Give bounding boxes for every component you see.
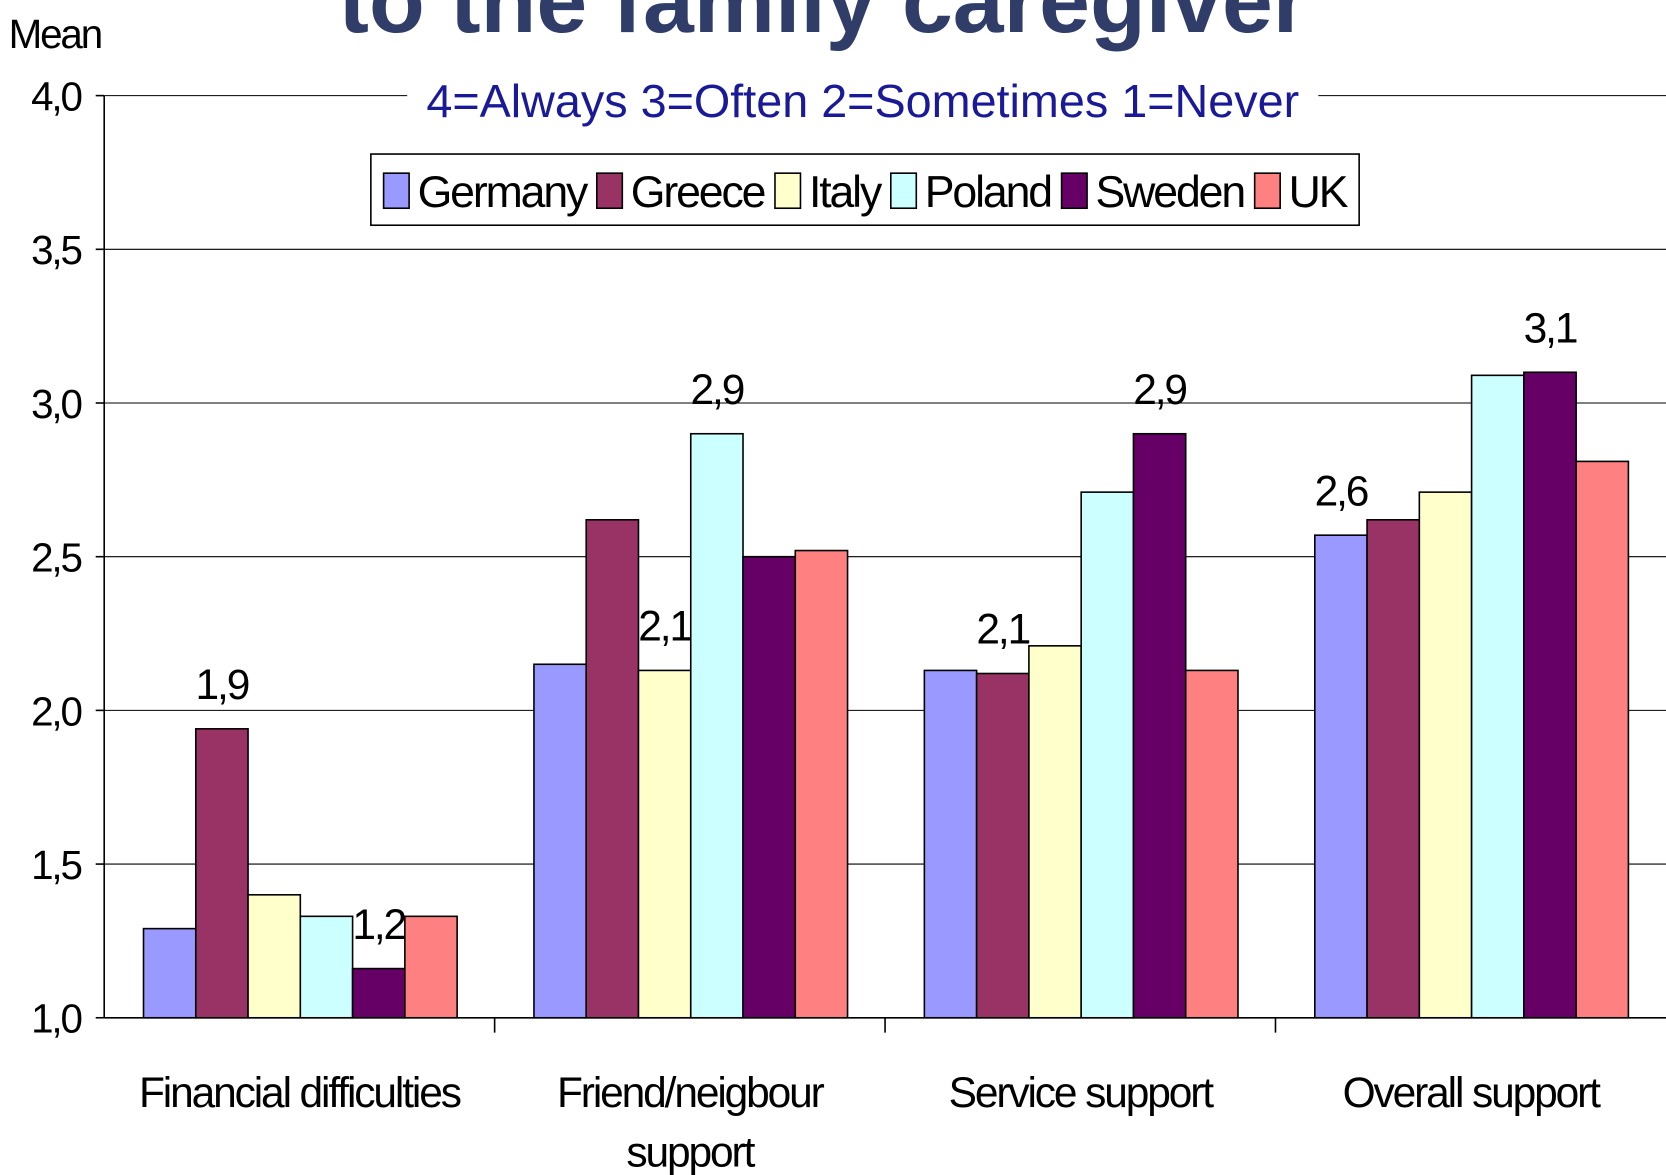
legend-label: UK [1289,168,1349,217]
bar [247,894,302,1019]
bar [142,927,197,1019]
legend-label: Greece [631,168,765,217]
legend-swatch [890,172,918,210]
bar [923,669,978,1019]
bar [1366,519,1421,1019]
legend-label: Italy [809,168,883,217]
bar [404,915,458,1019]
bar [585,519,640,1019]
legend-swatch [1060,172,1088,210]
value-label: 2,9 [691,367,744,414]
bar [637,669,692,1019]
bar [689,432,744,1019]
y-tick-label: 3,5 [31,227,81,273]
y-tick-label: 1,5 [31,842,81,888]
legend-swatch [774,172,802,210]
bar [194,728,249,1019]
y-tick-label: 3,0 [31,381,81,427]
legend-box [370,153,1360,227]
bar [533,663,588,1019]
bar [794,549,849,1019]
y-tick-label: 2,5 [31,535,81,581]
legend-swatch [596,172,624,210]
value-label: 2,9 [1133,367,1186,414]
value-label: 2,1 [638,604,691,651]
x-tick-label: Overall support [1343,1070,1602,1117]
x-tick-label-line: support [626,1130,755,1175]
bar [1080,491,1135,1019]
bar [299,915,354,1019]
x-tick-label-line: Financial difficulties [139,1070,461,1117]
x-tick-label: Friend/neigbour support [557,1070,825,1175]
value-label: 2,6 [1315,468,1368,515]
x-tick-label-line: Friend/neigbour [557,1070,825,1117]
legend-label: Sweden [1096,168,1244,217]
value-label: 1,9 [196,662,249,709]
legend-swatch [1253,172,1281,210]
chart-title: to the family caregiver [339,0,1309,52]
bar [742,555,797,1019]
x-tick-label-line: Overall support [1343,1070,1602,1117]
bar [351,967,406,1019]
bar [1523,371,1577,1019]
subtitle: 4=Always 3=Often 2=Sometimes 1=Never [426,75,1299,127]
legend-label: Poland [925,168,1051,217]
bar [975,672,1030,1019]
x-tick-label: Financial difficulties [139,1070,461,1117]
y-axis-label: Mean [9,11,101,57]
bar [1184,669,1239,1019]
bar [1132,432,1187,1019]
value-label: 3,1 [1524,306,1577,353]
legend-swatch [382,172,410,210]
legend: Germany Greece Italy Poland Sweden UK [370,153,1360,227]
y-tick-label: 1,0 [31,996,81,1042]
x-tick-label-line: Service support [949,1070,1215,1117]
bar [1313,534,1368,1019]
y-tick-label: 2,0 [31,688,81,734]
y-tick-label: 4,0 [31,73,81,119]
bar [1418,491,1473,1019]
value-label: 2,1 [976,607,1029,654]
x-tick-label: Service support [949,1070,1215,1117]
legend-label: Germany [418,168,589,217]
bar [1028,645,1082,1019]
bar [1470,374,1525,1019]
bar [1575,460,1630,1019]
subtitle-background [407,74,1319,127]
value-label: 1,2 [352,902,405,949]
